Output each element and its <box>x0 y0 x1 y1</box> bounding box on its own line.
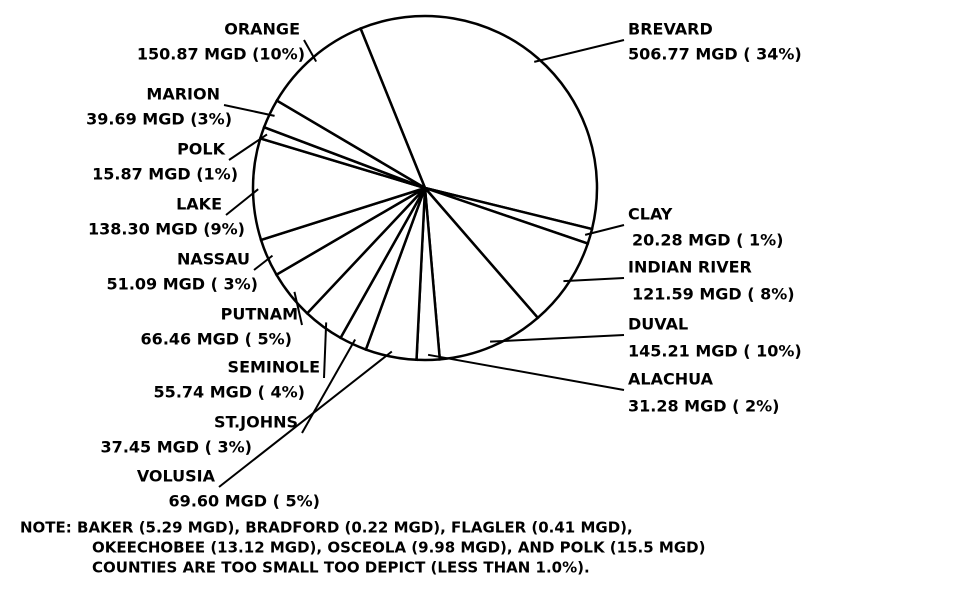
leader-line <box>223 104 275 117</box>
slice-label: PUTNAM <box>221 305 298 324</box>
slice-value-label: 39.69 MGD (3%) <box>86 110 232 129</box>
slice-label: ALACHUA <box>628 370 714 389</box>
pie-slice <box>358 14 599 231</box>
slice-value-label: 150.87 MGD (10%) <box>137 45 305 64</box>
pie-slice <box>251 136 430 242</box>
pie-slice <box>423 184 540 361</box>
slice-value-label: 66.46 MGD ( 5%) <box>141 330 292 349</box>
slice-label: ORANGE <box>224 20 300 39</box>
slice-label: DUVAL <box>628 315 688 334</box>
leader-line <box>293 291 303 326</box>
leader-line <box>218 350 393 488</box>
pie-slice <box>421 185 590 320</box>
slice-value-label: 51.09 MGD ( 3%) <box>107 275 258 294</box>
leader-line <box>253 254 274 271</box>
leader-line <box>225 188 259 216</box>
leader-line <box>228 133 268 161</box>
leader-line <box>303 39 318 63</box>
note: NOTE: BAKER (5.29 MGD), BRADFORD (0.22 M… <box>20 519 633 537</box>
leader-line <box>427 353 625 391</box>
slice-label: NASSAU <box>177 250 250 269</box>
leader-line <box>301 339 357 434</box>
slice-label: POLK <box>177 140 226 159</box>
slice-value-label: 55.74 MGD ( 4%) <box>154 383 305 402</box>
slice-label: VOLUSIA <box>137 467 216 486</box>
slice-label: BREVARD <box>628 20 713 39</box>
slice-value-label: 121.59 MGD ( 8%) <box>632 285 795 304</box>
slice-value-label: 69.60 MGD ( 5%) <box>169 492 320 511</box>
slice-value-label: 15.87 MGD (1%) <box>92 165 238 184</box>
leader-line <box>490 334 625 343</box>
slice-label: ST.JOHNS <box>214 413 298 432</box>
slice-value-label: 31.28 MGD ( 2%) <box>628 397 779 416</box>
leader-line <box>323 322 328 379</box>
slice-value-label: 145.21 MGD ( 10%) <box>628 342 802 361</box>
slice-label: MARION <box>146 85 220 104</box>
slice-label: INDIAN RIVER <box>628 258 752 277</box>
slice-value-label: 506.77 MGD ( 34%) <box>628 45 802 64</box>
note: OKEECHOBEE (13.12 MGD), OSCEOLA (9.98 MG… <box>92 539 705 557</box>
leader-line <box>584 224 625 236</box>
leader-line <box>534 39 625 63</box>
leader-line <box>563 277 625 283</box>
slice-label: LAKE <box>176 195 222 214</box>
note: COUNTIES ARE TOO SMALL TOO DEPICT (LESS … <box>92 559 590 577</box>
slice-value-label: 20.28 MGD ( 1%) <box>632 231 783 250</box>
slice-label: SEMINOLE <box>228 358 320 377</box>
slice-value-label: 37.45 MGD ( 3%) <box>101 438 252 457</box>
slice-value-label: 138.30 MGD (9%) <box>88 220 245 239</box>
slice-label: CLAY <box>628 205 673 224</box>
